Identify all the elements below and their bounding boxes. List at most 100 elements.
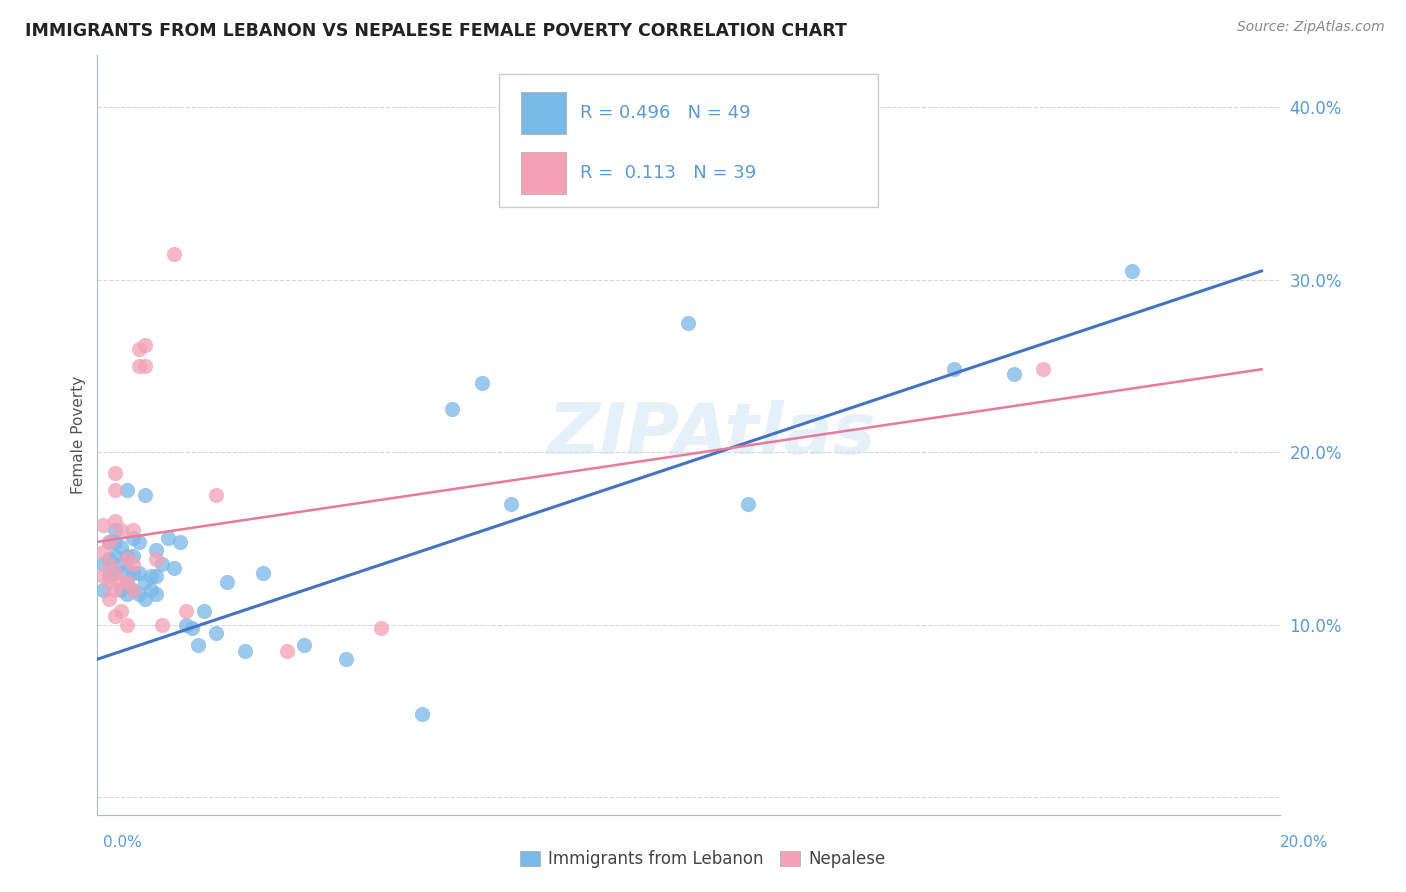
Point [276,643,298,657]
Point [91,558,114,572]
Point [104,483,127,497]
Point [145,543,167,558]
Point [121,532,143,546]
Point [217,574,239,589]
Point [134,338,156,352]
Point [115,549,138,563]
Point [128,342,150,356]
Point [335,652,357,666]
Point [121,566,143,580]
Point [150,617,173,632]
Point [139,569,162,583]
Point [134,591,156,606]
Point [855,169,877,183]
Point [157,532,180,546]
Point [134,488,156,502]
Point [1121,264,1143,278]
Point [98,534,121,549]
Point [104,466,127,480]
Point [110,583,132,598]
Point [292,639,315,653]
Y-axis label: Female Poverty: Female Poverty [72,376,86,494]
Point [128,534,150,549]
Point [204,488,226,502]
Point [98,574,121,589]
Point [115,552,138,566]
Point [121,583,143,598]
Point [115,574,138,589]
Point [252,566,274,580]
Point [110,558,132,572]
Point [98,591,121,606]
Point [1002,368,1025,382]
Point [104,566,127,580]
Point [134,574,156,589]
Point [139,583,162,598]
Point [169,534,191,549]
FancyBboxPatch shape [520,92,565,134]
Point [1032,362,1054,376]
Point [145,552,167,566]
FancyBboxPatch shape [520,152,565,194]
Point [115,587,138,601]
Point [128,359,150,373]
Point [233,643,256,657]
Point [150,558,173,572]
Point [104,566,127,580]
Point [91,517,114,532]
Point [110,523,132,537]
Point [187,639,209,653]
Point [98,558,121,572]
Point [471,376,494,390]
Point [115,483,138,497]
Point [181,621,204,635]
Point [104,523,127,537]
Text: Source: ZipAtlas.com: Source: ZipAtlas.com [1237,20,1385,34]
Point [128,566,150,580]
Point [104,583,127,598]
Text: 0.0%: 0.0% [103,836,142,850]
Point [163,246,186,260]
Point [121,549,143,563]
Point [115,574,138,589]
Point [98,534,121,549]
Point [204,626,226,640]
Point [193,604,215,618]
Point [104,534,127,549]
Point [501,497,523,511]
Point [145,569,167,583]
Point [98,569,121,583]
Point [134,359,156,373]
Point [110,574,132,589]
FancyBboxPatch shape [499,74,877,207]
Point [115,562,138,576]
Point [110,604,132,618]
Point [174,604,197,618]
Point [440,401,463,416]
Point [707,172,730,186]
Point [678,316,700,330]
Point [115,617,138,632]
Point [121,558,143,572]
Text: IMMIGRANTS FROM LEBANON VS NEPALESE FEMALE POVERTY CORRELATION CHART: IMMIGRANTS FROM LEBANON VS NEPALESE FEMA… [25,22,848,40]
Point [98,552,121,566]
Point [943,362,966,376]
Point [145,587,167,601]
Legend: Immigrants from Lebanon, Nepalese: Immigrants from Lebanon, Nepalese [513,844,893,875]
Point [174,617,197,632]
Point [91,583,114,598]
Point [121,523,143,537]
Text: ZIPAtlas: ZIPAtlas [548,401,876,469]
Point [737,497,759,511]
Text: R = 0.496   N = 49: R = 0.496 N = 49 [579,104,751,122]
Point [163,560,186,574]
Point [91,569,114,583]
Text: R =  0.113   N = 39: R = 0.113 N = 39 [579,164,756,182]
Point [104,549,127,563]
Point [121,583,143,598]
Point [128,587,150,601]
Point [104,609,127,624]
Point [104,514,127,528]
Point [110,540,132,554]
Point [91,545,114,559]
